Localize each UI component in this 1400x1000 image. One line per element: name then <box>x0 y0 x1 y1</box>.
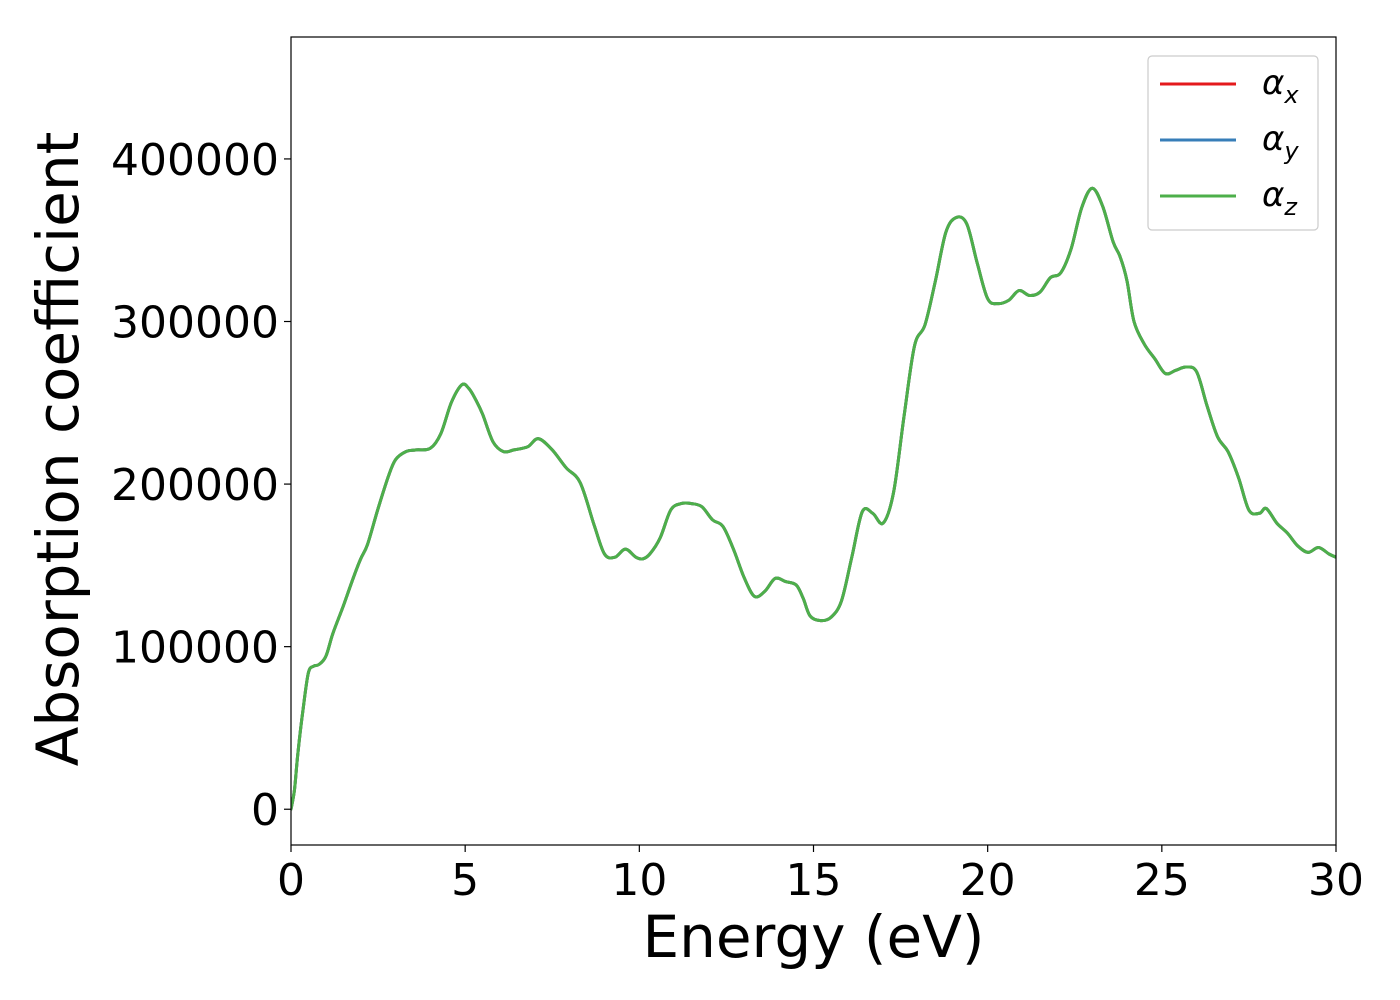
x-axis-label: Energy (eV) <box>642 903 984 971</box>
series-line-0 <box>291 186 1336 811</box>
series-layer <box>291 186 1336 811</box>
x-tick-label: 10 <box>611 855 667 906</box>
x-tick-label: 20 <box>960 855 1016 906</box>
legend-box <box>1147 55 1319 231</box>
x-tick-label: 30 <box>1308 855 1364 906</box>
y-tick-label: 300000 <box>111 298 279 349</box>
series-line-1 <box>291 186 1336 811</box>
y-tick-label: 0 <box>251 785 279 836</box>
series-line-2 <box>291 186 1336 811</box>
y-axis-ticks: 0 100000 200000 300000 400000 <box>111 135 291 836</box>
x-tick-label: 15 <box>786 855 842 906</box>
y-tick-label: 200000 <box>111 460 279 511</box>
x-axis-ticks: 0 5 10 15 20 25 30 <box>277 845 1364 906</box>
y-tick-label: 400000 <box>111 135 279 186</box>
x-tick-label: 0 <box>277 855 305 906</box>
x-tick-label: 5 <box>451 855 479 906</box>
y-axis-label: Absorption coefficient <box>24 132 92 767</box>
y-tick-label: 100000 <box>111 623 279 674</box>
x-tick-label: 25 <box>1134 855 1190 906</box>
